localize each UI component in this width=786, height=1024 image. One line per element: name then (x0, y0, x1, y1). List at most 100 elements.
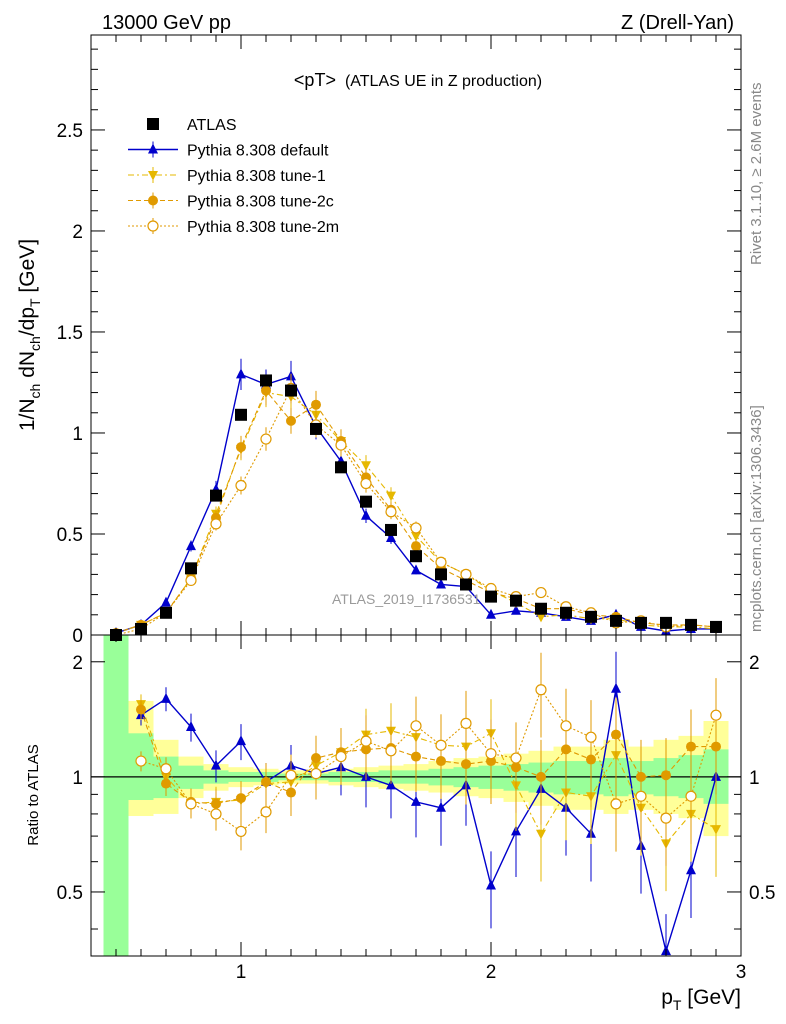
y-tick-label-ratio-right: 0.5 (749, 883, 775, 904)
ratio-point (660, 812, 672, 824)
plot-title: <pT> (ATLAS UE in Z production) (294, 70, 542, 90)
ratio-point (185, 798, 197, 810)
ratio-point (460, 717, 472, 729)
ratio-series-layer (135, 651, 722, 956)
ratio-point (535, 684, 547, 696)
ratio-point (536, 771, 546, 782)
legend-label: Pythia 8.308 default (187, 143, 329, 160)
ratio-band-inner (103, 635, 129, 956)
data-point (510, 594, 522, 607)
ratio-point (560, 720, 572, 732)
ratio-point (136, 704, 146, 715)
data-point (210, 518, 222, 530)
data-point (610, 614, 622, 627)
ratio-point (485, 748, 497, 760)
ratio-point (611, 682, 621, 693)
data-point (361, 509, 371, 520)
data-point (585, 610, 597, 623)
y-axis-label-main: 1/Nch dNch/dpT [GeV] (16, 239, 43, 431)
data-point (460, 568, 472, 580)
data-point (635, 616, 647, 629)
data-point (485, 590, 497, 603)
data-point (186, 540, 196, 551)
ratio-point (536, 829, 546, 840)
data-point (486, 608, 496, 619)
data-point (410, 550, 422, 563)
legend-entry: Pythia 8.308 tune-2m (128, 218, 339, 236)
ratio-point (385, 745, 397, 757)
data-point (536, 612, 546, 623)
data-point (286, 415, 296, 426)
y-tick-label-main: 2 (72, 222, 83, 243)
data-point (685, 618, 697, 631)
data-point (535, 586, 547, 599)
data-point (535, 602, 547, 615)
x-tick-label: 3 (736, 962, 747, 983)
ratio-line (140, 688, 717, 954)
ratio-point (461, 759, 471, 770)
ratio-point (260, 806, 272, 818)
ratio-point (686, 741, 696, 752)
ratio-point (510, 752, 522, 764)
ratio-point (661, 770, 671, 781)
rivet-version-label: Rivet 3.1.10, ≥ 2.6M events (748, 83, 765, 266)
legend-label: Pythia 8.308 tune-2m (187, 219, 339, 236)
ratio-point (211, 759, 221, 770)
ratio-point (261, 776, 271, 787)
ratio-point (710, 709, 722, 721)
y-axis-label-ratio: Ratio to ATLAS (25, 744, 42, 845)
plot-title-main: <pT> (294, 70, 336, 90)
ratio-point (160, 763, 172, 775)
analysis-watermark: ATLAS_2019_I1736531 (332, 591, 481, 607)
data-point (360, 477, 372, 490)
data-point (411, 532, 421, 542)
ratio-point (610, 798, 622, 810)
y-tick-label-main: 2.5 (57, 121, 83, 142)
y-tick-label-main: 0.5 (57, 525, 83, 546)
data-point (360, 495, 372, 508)
y-tick-label-ratio: 1 (72, 768, 83, 789)
mcplots-reference-label: mcplots.cern.ch [arXiv:1306.3436] (748, 405, 765, 632)
data-point (411, 541, 421, 552)
data-point (436, 578, 446, 589)
axis-ticks: 0 0.5 1 1.5 2 2.5 0.5 0.5 1 1 2 2 1 2 3 (57, 35, 775, 983)
y-tick-label-main: 1.5 (57, 323, 83, 344)
ratio-point (236, 735, 246, 746)
ratio-point (435, 739, 447, 751)
legend-marker (148, 143, 158, 154)
legend-entry: Pythia 8.308 default (128, 141, 329, 160)
data-point (435, 568, 447, 581)
ratio-point (486, 879, 496, 890)
y-tick-label-ratio: 0.5 (57, 883, 83, 904)
ratio-point (186, 721, 196, 732)
ratio-point (711, 825, 721, 835)
ratio-point (611, 729, 621, 740)
legend-label: ATLAS (187, 117, 237, 134)
data-point (511, 604, 521, 615)
data-point (235, 479, 247, 492)
ratio-point (235, 825, 247, 838)
data-point (161, 596, 171, 607)
data-point (236, 368, 246, 379)
y-tick-label-main: 1 (72, 424, 83, 445)
data-point (386, 491, 396, 502)
data-point (160, 606, 172, 619)
data-point (185, 574, 197, 587)
data-point (460, 578, 472, 591)
ratio-point (436, 801, 446, 812)
legend: ATLAS Pythia 8.308 default Pythia 8.308 tu… (128, 117, 339, 236)
plot-title-sub: (ATLAS UE in Z production) (345, 73, 542, 90)
ratio-point (161, 778, 171, 789)
ratio-point (685, 790, 697, 802)
legend-label: Pythia 8.308 tune-1 (187, 168, 326, 185)
ratio-point (635, 790, 647, 802)
ratio-point (386, 779, 396, 790)
data-point (385, 506, 397, 518)
data-point (310, 422, 322, 435)
data-point (410, 522, 422, 534)
data-point (386, 532, 396, 543)
legend-marker (148, 171, 158, 181)
y-tick-label-ratio-right: 1 (749, 768, 760, 789)
data-point (435, 556, 447, 568)
